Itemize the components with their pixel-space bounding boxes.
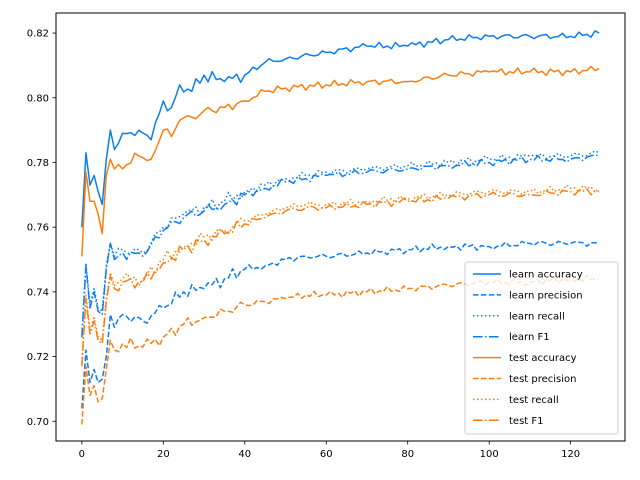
series-line-learn-accuracy (81, 30, 600, 228)
x-tick-label: 60 (320, 449, 333, 460)
series-line-learn-precision (81, 240, 600, 409)
x-tick-label: 120 (561, 449, 580, 460)
y-tick-label: 0.78 (27, 158, 49, 169)
series-line-test-accuracy (81, 65, 600, 257)
plot-lines (81, 30, 600, 425)
x-tick-label: 0 (79, 449, 85, 460)
series-line-learn-f1 (81, 154, 600, 338)
legend-box (464, 261, 619, 435)
y-tick-label: 0.72 (27, 352, 49, 363)
x-tick-label: 40 (238, 449, 251, 460)
legend-label: test recall (509, 395, 559, 406)
legend-label: test precision (509, 374, 577, 385)
y-axis: 0.70 0.72 0.74 0.76 0.78 0.80 0.82 (27, 29, 56, 428)
series-line-test-f1 (81, 188, 600, 367)
legend-label: learn accuracy (509, 270, 583, 281)
y-tick-label: 0.80 (27, 93, 49, 104)
y-tick-label: 0.82 (27, 29, 49, 40)
y-tick-label: 0.76 (27, 223, 49, 234)
legend-label: test accuracy (509, 353, 577, 364)
legend: learn accuracy learn precision learn recal… (464, 261, 619, 435)
legend-label: learn recall (509, 311, 565, 322)
y-tick-label: 0.74 (27, 287, 49, 298)
y-tick-label: 0.70 (27, 417, 49, 428)
series-line-test-recall (81, 184, 600, 364)
x-tick-label: 20 (157, 449, 170, 460)
legend-label: test F1 (509, 416, 544, 427)
x-axis: 0 20 40 60 80 100 120 (79, 441, 580, 460)
legend-label: learn precision (509, 290, 583, 301)
legend-label: learn F1 (509, 332, 550, 343)
x-tick-label: 100 (480, 449, 499, 460)
x-tick-label: 80 (401, 449, 414, 460)
